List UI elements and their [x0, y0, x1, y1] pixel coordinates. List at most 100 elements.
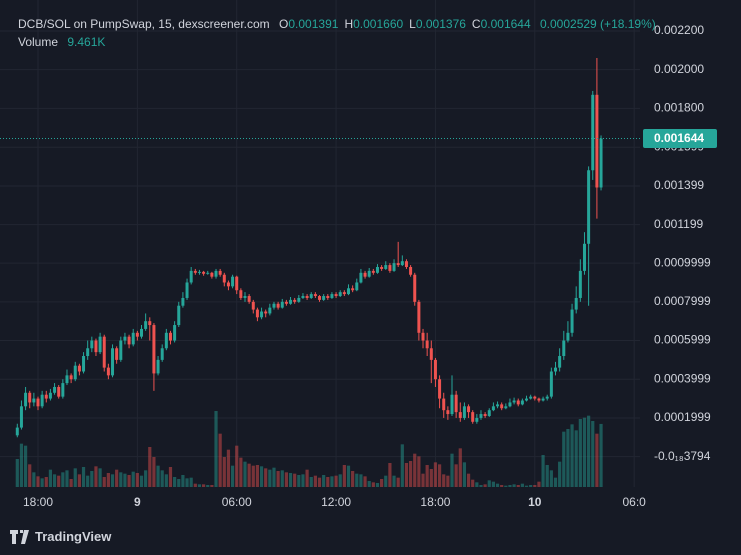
volume-bar [193, 483, 197, 487]
legend-key: O [279, 17, 289, 31]
y-tick-label: 0.002200 [654, 23, 704, 37]
candle-body [189, 270, 193, 283]
volume-bar [380, 479, 384, 487]
candle-body [313, 294, 317, 297]
volume-bar [206, 485, 210, 487]
candle-body [222, 274, 226, 283]
volume-bar [152, 457, 156, 487]
volume-bar [558, 461, 562, 487]
candle-body [537, 398, 541, 401]
volume-bar [533, 485, 537, 487]
volume-bar [417, 456, 421, 487]
y-tick-label: 0.0003999 [654, 371, 711, 385]
candle-body [322, 296, 326, 300]
volume-bar [110, 474, 115, 487]
candle-body [458, 412, 462, 418]
volume-bar [276, 471, 280, 487]
volume-bar [235, 445, 239, 487]
volume-bar [197, 484, 202, 487]
candle-body [450, 394, 454, 415]
logo: TradingView [10, 529, 111, 544]
candle-body [475, 417, 479, 422]
candle-body [144, 321, 148, 329]
volume-pane [15, 411, 603, 487]
x-tick-label: 9 [134, 495, 141, 509]
candle-body [255, 309, 259, 318]
candle-body [19, 406, 23, 428]
volume-bar [226, 449, 231, 487]
volume-bar [466, 473, 471, 487]
volume-bar [599, 423, 603, 487]
candle-body [276, 303, 280, 308]
volume-bar [69, 479, 73, 487]
volume-bar [384, 475, 388, 487]
volume-bar [309, 477, 313, 487]
candle-body [318, 296, 322, 300]
candle-body [53, 386, 57, 393]
volume-bar [516, 485, 520, 487]
candle-body [541, 398, 545, 401]
candle-body [202, 271, 206, 274]
volume-bar [106, 473, 110, 487]
volume-bar [487, 480, 491, 487]
volume-bar [553, 477, 558, 487]
candle-body [375, 267, 379, 273]
candle-body [69, 375, 73, 380]
volume-bar [32, 472, 36, 487]
candles [15, 58, 603, 438]
volume-bar [529, 485, 533, 487]
candle-body [570, 309, 574, 333]
volume-bar [491, 481, 495, 487]
volume-bar [264, 468, 268, 487]
volume-bar [243, 461, 247, 487]
volume-bar [504, 485, 508, 487]
candle-body [77, 365, 81, 372]
volume-bar [409, 461, 413, 487]
candle-body [280, 301, 284, 308]
candle-body [433, 359, 437, 380]
volume-bar [524, 485, 529, 487]
candle-body [338, 292, 342, 297]
volume-bar [160, 470, 164, 487]
legend-key: C [471, 17, 481, 31]
candle-body [400, 261, 404, 266]
x-tick-label: 18:00 [420, 495, 450, 509]
legend: DCB/SOL on PumpSwap, 15, dexscreener.com… [18, 17, 656, 31]
volume-bar [338, 474, 342, 487]
volume-bar [595, 433, 599, 487]
volume-bar [326, 477, 330, 487]
candle-body [106, 367, 110, 376]
candle-body [508, 402, 512, 407]
volume-bar [582, 417, 587, 487]
candle-body [529, 396, 533, 399]
candle-body [115, 348, 119, 360]
candle-body [533, 396, 537, 399]
candle-body [438, 379, 442, 399]
candle-body [520, 400, 524, 405]
candle-body [301, 296, 305, 298]
volume-bar [61, 472, 65, 487]
volume-bar [495, 483, 500, 487]
candle-body [164, 332, 168, 349]
candle-body [367, 270, 371, 277]
volume-bar [346, 465, 351, 487]
volume-bar [19, 443, 24, 487]
candle-body [131, 332, 135, 345]
volume-bar [247, 463, 251, 487]
candle-body [591, 94, 595, 171]
volume-bar [433, 462, 438, 487]
candle-body [293, 299, 297, 302]
volume-bar [52, 474, 57, 487]
x-tick-label: 06:00 [222, 495, 252, 509]
watermark: TradingView [35, 529, 112, 544]
candle-body [442, 398, 446, 411]
volume-bar [48, 469, 53, 487]
candle-body [384, 265, 388, 269]
x-tick-label: 12:00 [321, 495, 351, 509]
volume-bar [202, 484, 206, 487]
candle-body [429, 348, 433, 360]
candle-body [251, 301, 255, 310]
y-tick-label: 0.001199 [654, 217, 703, 231]
volume-bar [77, 474, 81, 487]
candle-body [111, 348, 115, 376]
